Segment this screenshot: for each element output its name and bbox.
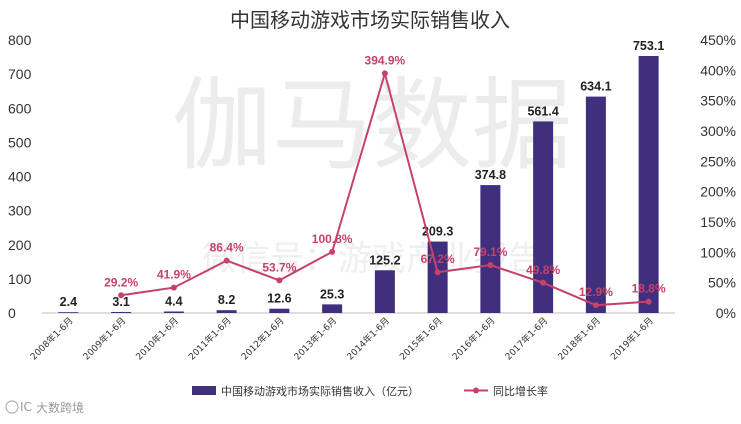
bar	[533, 121, 554, 314]
y-left-tick-label: 700	[8, 66, 32, 82]
bar-value-label: 753.1	[633, 39, 664, 53]
axes-group: 0 100 200 300 400 500 600 700 800 0% 50% 100% 150% 20…	[8, 32, 736, 321]
growth-rate-label: 12.9%	[579, 285, 613, 299]
growth-rate-point	[540, 279, 547, 286]
bar	[427, 241, 448, 313]
legend-line-label: 同比增长率	[493, 384, 548, 398]
bar-value-label: 25.3	[320, 287, 344, 301]
growth-rate-point	[434, 269, 441, 276]
bars-group	[58, 56, 659, 314]
source-logo-text: IC	[20, 400, 32, 414]
y-right-tick-label: 350%	[700, 93, 736, 109]
x-tick-label: 2009年1-6月	[80, 315, 128, 363]
bar-value-label: 125.2	[369, 253, 400, 267]
bar-value-label: 4.4	[165, 294, 182, 308]
x-tick-label: 2014年1-6月	[344, 315, 392, 363]
legend-bar-label: 中国移动游戏市场实际销售收入（亿元）	[221, 384, 419, 398]
bar-value-label: 3.1	[112, 295, 129, 309]
growth-rate-label: 53.7%	[262, 260, 296, 274]
x-tick-label: 2018年1-6月	[555, 315, 603, 363]
growth-rate-label: 18.8%	[632, 282, 666, 296]
growth-rate-point	[118, 292, 125, 299]
y-right-tick-label: 250%	[700, 153, 736, 169]
x-tick-label: 2012年1-6月	[239, 315, 287, 363]
bar-value-label: 209.3	[422, 225, 453, 239]
bar-value-label: 561.4	[527, 104, 558, 118]
growth-rate-point	[487, 262, 494, 269]
x-tick-label: 2017年1-6月	[502, 315, 550, 363]
y-left-tick-label: 600	[8, 100, 32, 116]
y-right-tick-label: 300%	[700, 123, 736, 139]
source-logo-icon	[5, 400, 19, 414]
growth-rate-label: 41.9%	[157, 268, 191, 282]
bar	[216, 310, 237, 313]
growth-rate-point	[276, 277, 283, 284]
y-right-tick-label: 0%	[716, 305, 736, 321]
growth-rate-label: 79.1%	[473, 245, 507, 259]
growth-rate-point	[645, 298, 652, 305]
watermark-main: 伽马数据	[172, 67, 572, 184]
bar-value-label: 12.6	[267, 292, 291, 306]
legend: 中国移动游戏市场实际销售收入（亿元） 同比增长率	[192, 384, 548, 398]
x-tick-label: 2011年1-6月	[186, 315, 234, 363]
line-series-group	[118, 69, 652, 309]
legend-bar-swatch	[192, 386, 216, 395]
bar	[585, 96, 606, 313]
growth-rate-point	[170, 284, 177, 291]
bar	[163, 311, 184, 313]
x-ticks-group: 2008年1-6月 2009年1-6月 2010年1-6月 2011年1-6月 2012…	[28, 315, 656, 363]
y-right-tick-label: 200%	[700, 184, 736, 200]
chart-title: 中国移动游戏市场实际销售收入	[230, 8, 510, 32]
y-right-tick-label: 450%	[700, 32, 736, 48]
bar	[322, 304, 343, 313]
y-left-tick-label: 200	[8, 237, 32, 253]
growth-rate-label: 67.2%	[421, 252, 455, 266]
growth-rate-point	[592, 302, 599, 309]
y-left-tick-label: 100	[8, 271, 32, 287]
y-right-tick-label: 150%	[700, 214, 736, 230]
y-left-tick-label: 800	[8, 32, 32, 48]
growth-rate-label: 86.4%	[210, 241, 244, 255]
y-right-tick-label: 50%	[708, 275, 736, 291]
x-tick-label: 2008年1-6月	[28, 315, 76, 363]
bar	[58, 312, 79, 313]
growth-rate-point	[223, 257, 230, 264]
bar-value-label: 2.4	[60, 295, 77, 309]
bar	[269, 308, 290, 313]
growth-rate-label: 394.9%	[365, 53, 406, 67]
bar	[638, 56, 659, 313]
legend-line-marker	[473, 387, 479, 394]
bar-value-label: 634.1	[580, 80, 611, 94]
bar	[374, 270, 395, 313]
growth-rate-label: 49.8%	[526, 263, 560, 277]
growth-rate-point	[381, 70, 388, 77]
growth-rate-label: 29.2%	[104, 275, 138, 289]
bar	[480, 185, 501, 313]
y-right-tick-label: 100%	[700, 244, 736, 260]
y-left-tick-label: 300	[8, 203, 32, 219]
line-labels-group: 29.2% 41.9% 86.4% 53.7% 100.8% 394.9% 67.2% 79.…	[104, 53, 666, 299]
y-right-tick-label: 400%	[700, 62, 736, 78]
y-left-tick-label: 400	[8, 169, 32, 185]
bar-labels-group: 2.4 3.1 4.4 8.2 12.6 25.3 125.2 209.3 374.8 561.4…	[60, 39, 665, 309]
x-tick-label: 2015年1-6月	[397, 315, 445, 363]
source-text: 大数跨境	[36, 400, 84, 415]
growth-rate-point	[329, 248, 336, 255]
source-mark: IC 大数跨境	[5, 400, 84, 415]
y-left-tick-label: 500	[8, 134, 32, 150]
bar-value-label: 374.8	[475, 168, 506, 182]
x-tick-label: 2013年1-6月	[291, 315, 339, 363]
growth-rate-label: 100.8%	[312, 232, 353, 246]
x-tick-label: 2016年1-6月	[450, 315, 498, 363]
x-tick-label: 2019年1-6月	[608, 315, 656, 363]
y-left-tick-label: 0	[8, 305, 16, 321]
x-tick-label: 2010年1-6月	[133, 315, 181, 363]
bar-value-label: 8.2	[218, 293, 235, 307]
bar	[111, 311, 132, 313]
